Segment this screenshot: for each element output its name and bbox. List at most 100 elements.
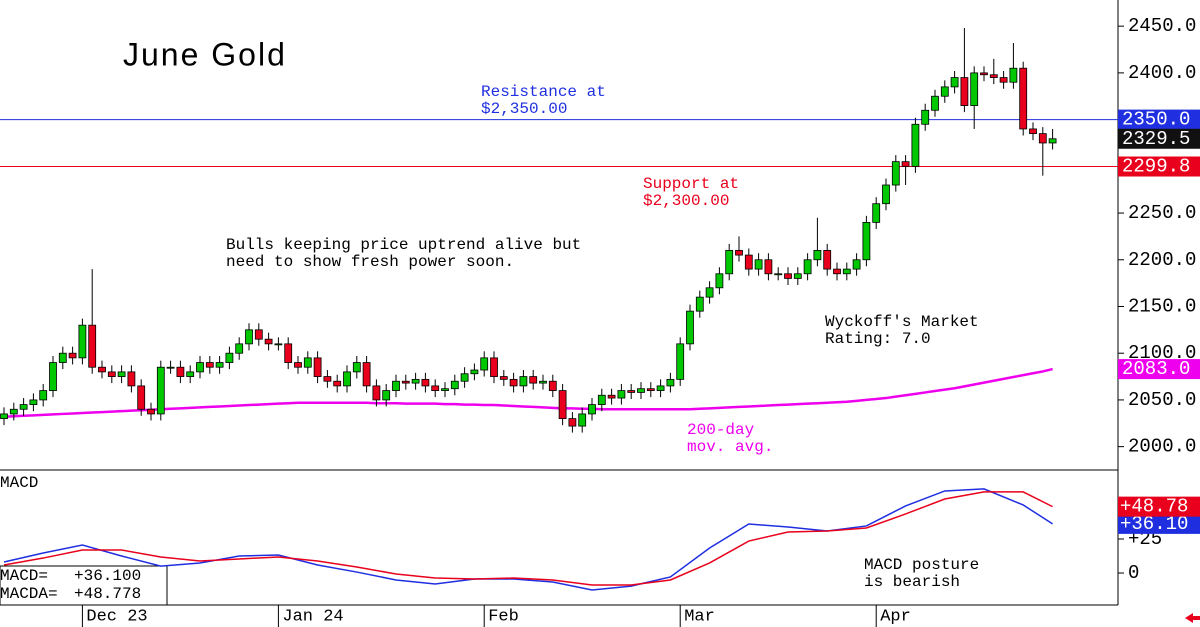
candle-body — [166, 366, 175, 369]
candle-body — [284, 343, 293, 363]
candle-body — [950, 77, 959, 88]
candle-body — [931, 95, 939, 111]
candle-body — [774, 273, 783, 276]
candle-body — [989, 74, 998, 78]
candle-body — [88, 324, 97, 368]
candle-body — [117, 371, 126, 377]
candle-body — [0, 413, 8, 420]
candle-body — [245, 329, 253, 345]
candle-body — [842, 268, 851, 275]
price-tag — [1118, 156, 1200, 177]
legend-name: MACDA= — [0, 585, 58, 603]
candle-body — [470, 369, 479, 375]
y-tick-label: 2000.0 — [1128, 436, 1196, 458]
macd-line — [3, 491, 1053, 586]
candle-body — [999, 77, 1008, 83]
price-tag — [1118, 109, 1200, 130]
annotation: $2,350.00 — [481, 100, 567, 118]
x-tick-label: Mar — [684, 607, 715, 626]
annotation: Bulls keeping price uptrend alive but — [226, 236, 581, 254]
candle-body — [196, 362, 204, 373]
candle-body — [529, 376, 538, 384]
candle-body — [705, 287, 714, 298]
candle-body — [519, 376, 528, 387]
macd-line — [3, 488, 1054, 591]
candle-body — [1019, 67, 1028, 130]
x-tick-label: Jan 24 — [282, 607, 343, 626]
candle-body — [960, 77, 969, 106]
candle-body — [980, 72, 988, 76]
y-tick-label: 2450.0 — [1128, 15, 1196, 37]
panel-title: MACD — [0, 474, 38, 492]
annotation: Support at — [643, 175, 739, 193]
price-tag-label: 2350.0 — [1122, 109, 1190, 131]
candle-body — [49, 362, 57, 391]
candle-body — [940, 86, 949, 97]
scroll-arrow[interactable] — [1185, 613, 1200, 623]
candle-body — [1029, 128, 1037, 135]
moving-average — [3, 367, 1053, 418]
candle-body — [862, 221, 871, 261]
candle-body — [313, 357, 322, 377]
candle-body — [215, 362, 224, 368]
candle-body — [597, 394, 606, 405]
chart-title: June Gold — [123, 36, 287, 72]
candle-body — [205, 362, 214, 368]
candle-body — [656, 385, 665, 391]
candle-body — [274, 343, 283, 346]
legend-value: +48.778 — [74, 585, 141, 603]
candle-body — [411, 378, 420, 384]
x-tick-label: Apr — [880, 607, 911, 626]
candle-body — [1038, 133, 1047, 144]
candle-body — [852, 259, 861, 270]
candle-body — [382, 390, 391, 401]
candle-body — [558, 390, 567, 420]
macd-tag — [1118, 513, 1200, 534]
x-tick-label: Dec 23 — [86, 607, 147, 626]
candle-body — [735, 250, 743, 256]
macd-legend-box — [0, 565, 168, 606]
candle-body — [744, 254, 753, 270]
candle-body — [401, 380, 410, 384]
candle-body — [19, 404, 28, 410]
candle-body — [450, 380, 459, 390]
candle-body — [78, 324, 87, 359]
candle-body — [784, 273, 792, 279]
candle-body — [323, 376, 332, 382]
candle-body — [333, 380, 342, 387]
price-tag-label: 2329.5 — [1122, 128, 1190, 150]
annotation: Resistance at — [481, 83, 606, 101]
annotation: mov. avg. — [687, 438, 773, 456]
candle-body — [137, 385, 146, 410]
candle-body — [901, 161, 910, 167]
annotation: Rating: 7.0 — [825, 330, 931, 348]
candle-body — [294, 362, 302, 368]
candle-body — [764, 259, 773, 275]
y-tick-label: 2400.0 — [1128, 62, 1196, 84]
candle-body — [480, 357, 489, 371]
y-tick-label: 2050.0 — [1128, 389, 1196, 411]
y-tick-label: 2200.0 — [1128, 249, 1196, 271]
annotation: Wyckoff's Market — [825, 313, 979, 331]
candle-body — [352, 362, 361, 373]
candle-body — [568, 418, 577, 427]
candle-body — [490, 357, 498, 377]
candle-body — [607, 394, 616, 399]
price-tag — [1118, 359, 1200, 380]
candle-body — [637, 388, 645, 393]
candle-body — [372, 385, 381, 401]
legend-name: MACD= — [0, 567, 48, 585]
candle-body — [303, 357, 312, 368]
y-tick-label: 2150.0 — [1128, 295, 1196, 317]
candle-body — [882, 184, 890, 205]
candle-body — [891, 161, 900, 186]
candle-body — [617, 390, 626, 399]
price-tag-label: 2083.0 — [1122, 358, 1190, 380]
y-tick-label: 2100.0 — [1128, 342, 1196, 364]
candle-body — [421, 378, 430, 387]
annotation: 200-day — [687, 421, 755, 439]
candle-body — [441, 388, 449, 391]
candle-body — [754, 259, 763, 270]
candle-body — [1048, 138, 1057, 144]
candle-body — [29, 399, 38, 405]
